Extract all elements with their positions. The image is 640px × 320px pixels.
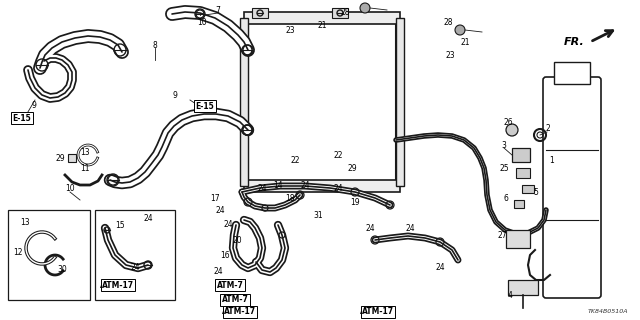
Bar: [396, 18, 404, 186]
Text: 9: 9: [31, 100, 36, 109]
Text: 8: 8: [152, 41, 157, 50]
Text: E-15: E-15: [12, 114, 33, 123]
Text: 25: 25: [499, 164, 509, 172]
Text: ATM-17: ATM-17: [102, 281, 134, 290]
Bar: [244, 180, 400, 192]
Polygon shape: [300, 77, 396, 186]
FancyBboxPatch shape: [543, 77, 601, 298]
Text: 22: 22: [333, 150, 343, 159]
Text: 17: 17: [210, 194, 220, 203]
Bar: [514, 200, 524, 208]
Text: 30: 30: [57, 266, 67, 275]
Bar: [554, 62, 590, 84]
Text: 20: 20: [232, 236, 242, 244]
Text: 27: 27: [497, 230, 507, 239]
Text: E-15: E-15: [13, 114, 31, 123]
Text: 10: 10: [65, 183, 75, 193]
Text: 24: 24: [130, 263, 140, 273]
Text: 24: 24: [333, 183, 343, 193]
Text: 5: 5: [534, 188, 538, 196]
Text: 9: 9: [173, 91, 177, 100]
Bar: [68, 154, 76, 162]
Text: 6: 6: [504, 194, 508, 203]
Text: 14: 14: [273, 180, 283, 189]
Bar: [522, 185, 534, 193]
Text: 12: 12: [13, 247, 23, 257]
Text: 28: 28: [444, 18, 452, 27]
Text: 31: 31: [313, 211, 323, 220]
Bar: [506, 230, 530, 248]
Text: 26: 26: [503, 117, 513, 126]
Text: ATM-17: ATM-17: [224, 308, 256, 316]
Text: 19: 19: [350, 197, 360, 206]
Text: ATM-17: ATM-17: [100, 281, 136, 290]
Circle shape: [360, 3, 370, 13]
Text: ATM-17: ATM-17: [360, 308, 396, 316]
Bar: [240, 18, 248, 186]
Text: ATM-7: ATM-7: [220, 295, 250, 305]
Text: 4: 4: [508, 291, 513, 300]
Text: 24: 24: [143, 213, 153, 222]
Text: FR.: FR.: [564, 37, 585, 47]
Text: 24: 24: [257, 183, 267, 193]
Text: 24: 24: [405, 223, 415, 233]
Text: 23: 23: [285, 26, 295, 35]
Text: 21: 21: [460, 37, 470, 46]
Circle shape: [506, 124, 518, 136]
Text: 24: 24: [215, 205, 225, 214]
Text: ATM-7: ATM-7: [215, 281, 244, 290]
Text: 2: 2: [546, 124, 550, 132]
Text: 15: 15: [115, 220, 125, 229]
Text: 24: 24: [435, 263, 445, 273]
Text: 24: 24: [365, 223, 375, 233]
Text: 24: 24: [223, 220, 233, 228]
Text: 24: 24: [213, 268, 223, 276]
Text: 11: 11: [80, 164, 90, 172]
Bar: [248, 18, 396, 186]
Text: 21: 21: [317, 20, 327, 29]
Text: ATM-17: ATM-17: [362, 308, 394, 316]
Text: 18: 18: [285, 194, 295, 203]
Text: E-15: E-15: [196, 101, 214, 110]
Text: 28: 28: [340, 7, 349, 17]
Text: TK84B0510A: TK84B0510A: [588, 309, 628, 314]
Bar: [332, 8, 348, 18]
Bar: [512, 148, 530, 162]
Text: 22: 22: [291, 156, 300, 164]
Text: ATM-17: ATM-17: [222, 308, 258, 316]
Bar: [516, 168, 530, 178]
Bar: [8, 210, 90, 300]
Bar: [252, 8, 268, 18]
Text: 29: 29: [55, 154, 65, 163]
Text: 23: 23: [445, 51, 455, 60]
Text: E-15: E-15: [195, 101, 216, 110]
Text: 16: 16: [220, 251, 230, 260]
Text: 3: 3: [502, 140, 506, 149]
Text: ATM-7: ATM-7: [221, 295, 248, 305]
Text: 13: 13: [20, 218, 30, 227]
Text: 24: 24: [300, 180, 310, 189]
Text: 13: 13: [80, 148, 90, 156]
Bar: [508, 280, 538, 295]
Bar: [244, 12, 400, 24]
Text: 29: 29: [347, 164, 357, 172]
Text: 10: 10: [197, 18, 207, 27]
Text: 1: 1: [550, 156, 554, 164]
Text: 7: 7: [216, 5, 220, 14]
Bar: [95, 210, 175, 300]
Text: ATM-7: ATM-7: [216, 281, 243, 290]
Circle shape: [455, 25, 465, 35]
